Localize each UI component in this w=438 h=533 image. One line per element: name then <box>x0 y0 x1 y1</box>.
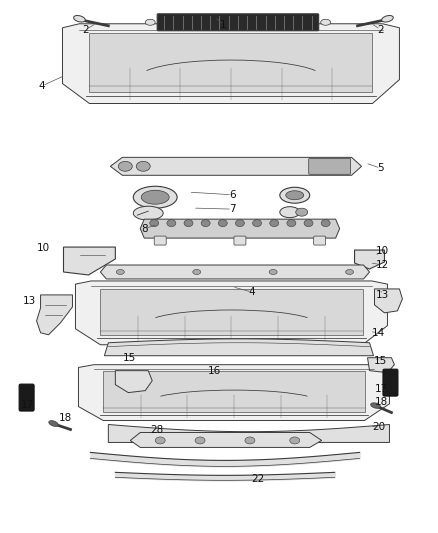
Ellipse shape <box>346 270 353 274</box>
Text: 7: 7 <box>229 204 235 214</box>
Text: 12: 12 <box>376 260 389 270</box>
Ellipse shape <box>74 15 85 22</box>
Polygon shape <box>110 157 361 175</box>
Polygon shape <box>89 34 372 92</box>
Ellipse shape <box>167 220 176 227</box>
Text: 10: 10 <box>36 244 49 253</box>
Text: 15: 15 <box>123 353 136 363</box>
Text: 8: 8 <box>141 224 148 234</box>
Ellipse shape <box>201 220 210 227</box>
Ellipse shape <box>270 220 279 227</box>
FancyBboxPatch shape <box>383 369 398 396</box>
Ellipse shape <box>286 191 304 200</box>
Text: 28: 28 <box>150 425 164 435</box>
Ellipse shape <box>133 186 177 208</box>
Text: 17: 17 <box>375 384 388 394</box>
Ellipse shape <box>49 421 58 426</box>
Ellipse shape <box>280 207 300 217</box>
FancyBboxPatch shape <box>154 236 166 245</box>
Text: 1: 1 <box>220 20 227 30</box>
Ellipse shape <box>290 437 300 444</box>
Ellipse shape <box>287 220 296 227</box>
Polygon shape <box>374 289 403 313</box>
Text: 13: 13 <box>376 289 389 300</box>
Polygon shape <box>367 358 395 373</box>
Text: 20: 20 <box>372 422 385 432</box>
Ellipse shape <box>321 19 331 25</box>
Ellipse shape <box>280 187 310 203</box>
Ellipse shape <box>195 437 205 444</box>
Ellipse shape <box>245 437 255 444</box>
Polygon shape <box>100 288 363 335</box>
Ellipse shape <box>155 437 165 444</box>
Polygon shape <box>140 219 339 238</box>
FancyBboxPatch shape <box>157 14 319 31</box>
Ellipse shape <box>150 220 159 227</box>
Text: 6: 6 <box>229 190 235 200</box>
Ellipse shape <box>141 190 169 204</box>
Text: 10: 10 <box>376 246 389 255</box>
Polygon shape <box>75 281 388 345</box>
Polygon shape <box>64 247 115 275</box>
Text: 4: 4 <box>248 287 255 297</box>
Text: 2: 2 <box>377 25 384 35</box>
FancyBboxPatch shape <box>234 236 246 245</box>
Ellipse shape <box>269 270 277 274</box>
Ellipse shape <box>193 270 201 274</box>
Ellipse shape <box>218 220 227 227</box>
Polygon shape <box>78 365 389 421</box>
Polygon shape <box>108 424 389 442</box>
FancyBboxPatch shape <box>309 158 350 174</box>
Ellipse shape <box>296 208 308 216</box>
FancyBboxPatch shape <box>314 236 326 245</box>
Text: 22: 22 <box>252 474 265 484</box>
Text: 5: 5 <box>377 163 384 173</box>
Ellipse shape <box>321 220 330 227</box>
Text: 16: 16 <box>208 366 221 376</box>
Polygon shape <box>37 295 72 335</box>
Ellipse shape <box>371 403 380 408</box>
Text: 18: 18 <box>375 397 388 407</box>
Polygon shape <box>355 250 385 269</box>
Ellipse shape <box>133 206 163 220</box>
Polygon shape <box>104 339 374 356</box>
Polygon shape <box>115 370 152 393</box>
Text: 17: 17 <box>21 400 35 410</box>
FancyBboxPatch shape <box>19 384 34 411</box>
Ellipse shape <box>304 220 313 227</box>
Polygon shape <box>63 24 399 103</box>
Ellipse shape <box>117 270 124 274</box>
Text: 18: 18 <box>59 413 72 423</box>
Text: 4: 4 <box>39 81 46 91</box>
Text: 15: 15 <box>374 356 387 366</box>
Polygon shape <box>103 372 364 412</box>
Text: 14: 14 <box>372 328 385 338</box>
Ellipse shape <box>145 19 155 25</box>
Ellipse shape <box>381 15 393 22</box>
Ellipse shape <box>236 220 244 227</box>
Ellipse shape <box>118 161 132 171</box>
Ellipse shape <box>136 161 150 171</box>
Polygon shape <box>130 432 321 447</box>
Ellipse shape <box>253 220 261 227</box>
Text: 2: 2 <box>82 25 89 35</box>
Polygon shape <box>100 265 370 279</box>
Ellipse shape <box>184 220 193 227</box>
Text: 13: 13 <box>22 296 36 306</box>
